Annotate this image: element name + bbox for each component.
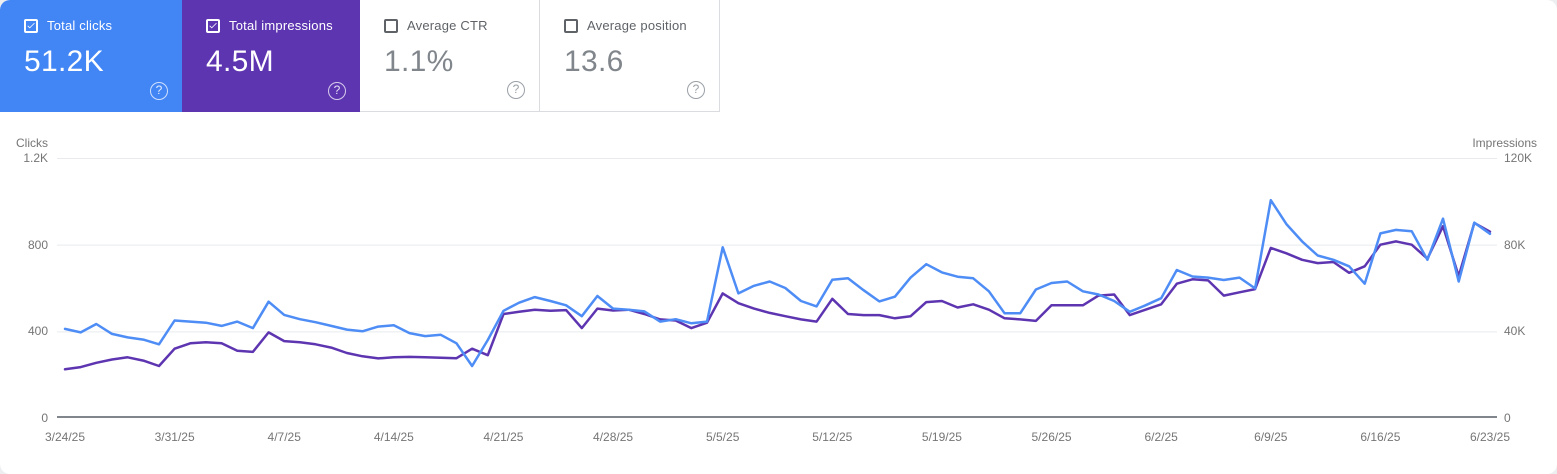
date-axis-tick: 5/26/25 xyxy=(1031,430,1072,444)
metric-card-label: Total impressions xyxy=(229,18,333,33)
left-axis-title: Clicks xyxy=(16,136,48,150)
help-icon[interactable]: ? xyxy=(687,81,705,99)
performance-line-chart[interactable]: Clicks Impressions 1.2K 120K 800 80K 400 40K 0… xyxy=(0,112,1557,474)
date-axis-tick: 4/14/25 xyxy=(373,430,414,444)
date-axis-tick: 4/21/25 xyxy=(483,430,524,444)
metric-card-average-position[interactable]: Average position 13.6 ? xyxy=(540,0,720,112)
metric-card-value: 51.2K xyxy=(24,45,104,78)
metric-card-value: 1.1% xyxy=(384,45,454,78)
check-icon xyxy=(27,22,35,29)
chart-plot-area[interactable] xyxy=(57,158,1497,418)
right-axis-tick: 120K xyxy=(1504,151,1533,165)
date-axis-tick: 5/19/25 xyxy=(921,430,962,444)
help-icon[interactable]: ? xyxy=(150,82,168,100)
left-axis-tick: 400 xyxy=(27,324,48,339)
date-axis-tick: 6/23/25 xyxy=(1469,430,1511,444)
help-icon[interactable]: ? xyxy=(507,81,525,99)
date-axis-tick: 3/24/25 xyxy=(44,430,86,444)
metric-card-total-clicks[interactable]: Total clicks 51.2K ? xyxy=(0,0,182,112)
metric-card-label: Total clicks xyxy=(47,18,113,33)
left-axis-tick: 1.2K xyxy=(23,151,48,165)
metric-card-value: 4.5M xyxy=(206,45,274,78)
metric-card-label: Average CTR xyxy=(407,18,488,33)
average-position-checkbox[interactable] xyxy=(564,18,578,33)
metric-card-value: 13.6 xyxy=(564,45,624,78)
average-ctr-checkbox[interactable] xyxy=(384,18,398,33)
impressions-line xyxy=(63,221,1492,371)
date-axis-tick: 4/7/25 xyxy=(267,430,301,444)
help-icon[interactable]: ? xyxy=(328,82,346,100)
left-axis-tick: 800 xyxy=(27,237,48,252)
right-axis-tick: 40K xyxy=(1504,324,1526,339)
date-axis-tick: 5/5/25 xyxy=(706,430,740,444)
date-axis-tick: 5/12/25 xyxy=(812,430,853,444)
right-axis-tick: 0 xyxy=(1504,411,1511,425)
date-axis-tick: 6/2/25 xyxy=(1144,430,1178,444)
check-icon xyxy=(209,22,217,29)
date-axis-tick: 6/9/25 xyxy=(1254,430,1288,444)
metric-cards-row: Total clicks 51.2K ? Total impressions 4… xyxy=(0,0,1557,112)
total-clicks-checkbox[interactable] xyxy=(24,18,38,33)
right-axis-title: Impressions xyxy=(1472,136,1537,150)
date-axis-tick: 4/28/25 xyxy=(593,430,634,444)
right-axis-tick: 80K xyxy=(1504,237,1526,252)
total-impressions-checkbox[interactable] xyxy=(206,18,220,33)
metric-card-label: Average position xyxy=(587,18,687,33)
date-axis-tick: 6/16/25 xyxy=(1360,430,1401,444)
metric-card-average-ctr[interactable]: Average CTR 1.1% ? xyxy=(360,0,540,112)
metric-card-total-impressions[interactable]: Total impressions 4.5M ? xyxy=(182,0,360,112)
date-axis-tick: 3/31/25 xyxy=(154,430,195,444)
left-axis-tick: 0 xyxy=(41,411,48,425)
clicks-line xyxy=(63,198,1492,368)
